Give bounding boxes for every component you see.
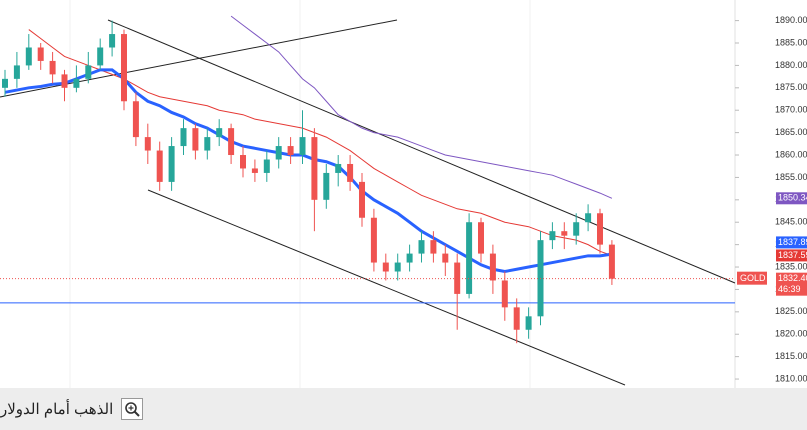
y-tick-label: 1845.00 [775, 217, 807, 227]
y-tick-label: 1855.00 [775, 172, 807, 182]
candle-body [25, 47, 32, 66]
candle-body [430, 240, 437, 254]
y-tick-label: 1865.00 [775, 127, 807, 137]
candle-body [370, 217, 377, 263]
candle-body [61, 74, 68, 88]
y-tick-label: 1835.00 [775, 261, 807, 271]
candle-body [287, 146, 294, 156]
caption: الذهب أمام الدولار [0, 401, 114, 418]
candle-body [323, 172, 330, 200]
channel-upper [107, 19, 736, 284]
candle-body [311, 137, 318, 200]
candle-body [121, 34, 127, 102]
y-tick-label: 1825.00 [775, 306, 807, 316]
price-tag-label: 1837.89 [778, 237, 807, 247]
candle-body [240, 155, 246, 169]
candle-body [501, 280, 508, 308]
y-tick-label: 1870.00 [775, 105, 807, 115]
price-tag [776, 236, 807, 249]
candle-body [275, 146, 282, 160]
candle-body [144, 137, 151, 151]
candle-body [37, 47, 44, 61]
candle-body [466, 222, 473, 294]
trendlines [0, 19, 736, 386]
y-tick-label: 1890.00 [775, 15, 807, 25]
candle-body [561, 231, 568, 236]
candle-body [180, 128, 187, 147]
countdown: 46:39 [778, 284, 801, 294]
y-tick-label: 1810.00 [775, 373, 807, 383]
candle-body [97, 47, 104, 66]
candle-body [394, 262, 401, 272]
y-tick-label: 1875.00 [775, 82, 807, 92]
y-tick-label: 1880.00 [775, 60, 807, 70]
moving-average [230, 15, 613, 199]
candle-body [525, 316, 532, 330]
candle-body [85, 65, 92, 79]
candle-body [418, 240, 425, 254]
candle-body [73, 78, 80, 88]
candle-body [382, 262, 389, 272]
candle-body [573, 222, 580, 236]
candle-body [263, 159, 270, 173]
layout-grid [69, 0, 531, 388]
chart: 1810.001815.001820.001825.001830.001835.… [0, 0, 807, 388]
price-tag-label: 1832.40 [778, 273, 807, 283]
candle-body [347, 163, 354, 182]
moving-average [28, 29, 613, 256]
candle-body [204, 137, 211, 151]
y-tick-label: 1815.00 [775, 351, 807, 361]
candle-body [454, 262, 461, 294]
caption-bar: الذهب أمام الدولار [0, 388, 807, 430]
symbol-tag [737, 271, 767, 285]
moving-average [4, 68, 613, 274]
candle-body [2, 78, 8, 88]
candle-body [156, 150, 163, 182]
candle-body [513, 307, 520, 330]
candle-body [597, 213, 603, 245]
candle-body [109, 34, 116, 48]
zoom-icon[interactable] [121, 398, 144, 420]
candle-body [549, 231, 556, 241]
price-tag [776, 192, 807, 205]
candle-body [442, 253, 449, 263]
candle-body [489, 253, 496, 281]
candle-body [228, 128, 235, 156]
trendline-rising [0, 19, 398, 98]
price-tag [776, 272, 807, 296]
symbol-label: GOLD [740, 273, 766, 283]
price-tag-label: 1837.59 [778, 250, 807, 260]
candle-body [299, 137, 306, 156]
candle-body [608, 244, 615, 279]
channel-lower [147, 189, 626, 386]
candle-body [13, 65, 20, 79]
candle-body [132, 101, 139, 138]
candle-body [406, 253, 413, 263]
price-tag-label: 1850.34 [778, 193, 807, 203]
candle-body [192, 128, 199, 151]
candle-body [359, 181, 365, 218]
y-tick-label: 1860.00 [775, 149, 807, 159]
price-tag [776, 249, 807, 262]
candle-body [335, 163, 342, 173]
candle-body [585, 213, 592, 223]
candle-body [49, 60, 56, 75]
y-tick-label: 1885.00 [775, 37, 807, 47]
y-tick-label: 1820.00 [775, 329, 807, 339]
candle-body [216, 128, 223, 138]
candle-body [251, 168, 258, 173]
candle-body [168, 146, 175, 182]
candle-body [478, 222, 484, 254]
